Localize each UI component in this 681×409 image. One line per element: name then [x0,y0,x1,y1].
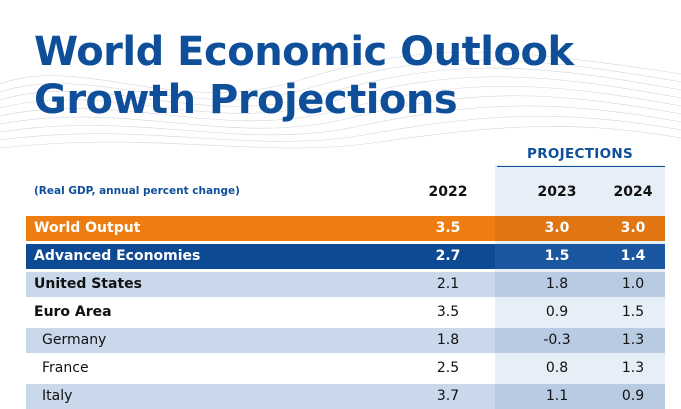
cell-2023: -0.3 [543,332,571,348]
row-label: Advanced Economies [34,248,201,264]
cell-2024: 0.9 [621,388,645,404]
cell-2024: 1.0 [621,276,645,292]
table-row-france: France 2.5 0.8 1.3 [26,356,665,381]
page-title-line-2: Growth Projections [34,77,458,123]
row-projection-shade [495,216,665,241]
table-row-world-output: World Output 3.5 3.0 3.0 [26,216,665,241]
cell-2023: 1.8 [545,276,569,292]
cell-2023: 1.1 [545,388,569,404]
background-wave-graphic [0,51,681,149]
row-label: Germany [42,332,107,348]
table-row-united-states: United States 2.1 1.8 1.0 [26,272,665,297]
cell-2022: 3.5 [436,304,460,320]
row-label: Euro Area [34,304,112,320]
table-row-germany: Germany 1.8 -0.3 1.3 [26,328,665,353]
row-label: United States [34,276,142,292]
projections-divider [497,166,665,167]
row-label: France [42,360,89,376]
cell-2022: 3.5 [435,220,461,236]
cell-2024: 1.5 [621,304,645,320]
cell-2022: 3.7 [436,388,460,404]
cell-2022: 1.8 [436,332,460,348]
cell-2022: 2.5 [436,360,460,376]
units-note: (Real GDP, annual percent change) [34,185,240,197]
row-projection-shade [495,328,665,353]
cell-2023: 3.0 [544,220,570,236]
cell-2024: 1.4 [620,248,646,264]
row-label: World Output [34,220,141,236]
cell-2023: 0.8 [545,360,569,376]
page-title-line-1: World Economic Outlook [34,29,574,75]
row-projection-shade [495,272,665,297]
cell-2024: 1.3 [621,332,645,348]
cell-2024: 1.3 [621,360,645,376]
year-header-2024: 2024 [613,184,653,200]
cell-2022: 2.7 [435,248,461,264]
cell-2024: 3.0 [620,220,646,236]
table-row-euro-area: Euro Area 3.5 0.9 1.5 [26,300,665,325]
row-projection-shade [495,244,665,269]
cell-2022: 2.1 [436,276,460,292]
row-label: Italy [42,388,73,404]
cell-2023: 1.5 [544,248,570,264]
table-row-italy: Italy 3.7 1.1 0.9 [26,384,665,409]
year-header-2023: 2023 [537,184,577,200]
cell-2023: 0.9 [545,304,569,320]
table-row-advanced-economies: Advanced Economies 2.7 1.5 1.4 [26,244,665,269]
projections-header: PROJECTIONS [527,146,633,162]
year-header-2022: 2022 [428,184,468,200]
